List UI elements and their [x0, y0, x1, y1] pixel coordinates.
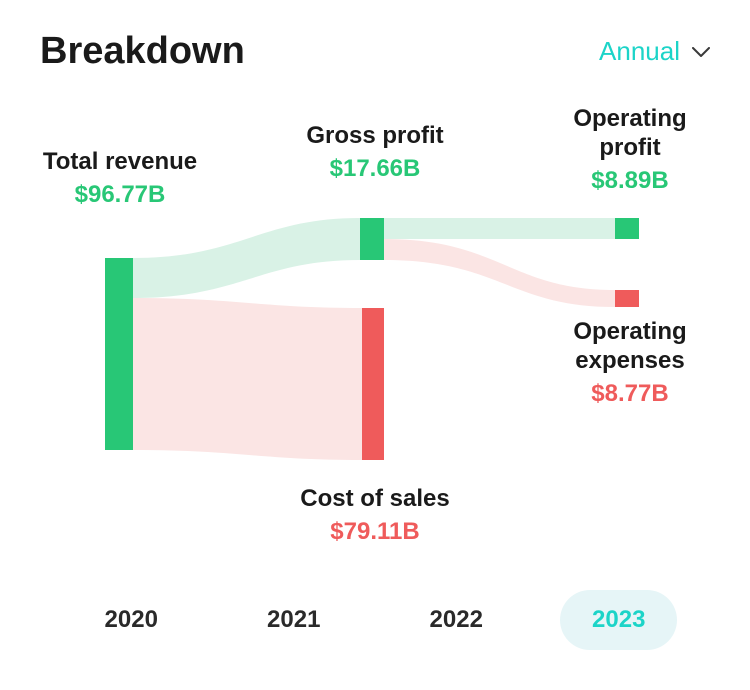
label-title-operating_profit: Operating profit [540, 105, 720, 163]
label-title-gross_profit: Gross profit [285, 122, 465, 151]
node-operating_profit[interactable] [615, 218, 639, 239]
period-selector[interactable]: Annual [599, 36, 710, 67]
year-tab-2[interactable]: 2022 [398, 590, 515, 650]
period-label: Annual [599, 36, 680, 67]
sankey-chart: Total revenue $96.77B Gross profit $17.66B C… [0, 100, 750, 580]
label-title-operating_expenses: Operating expenses [540, 318, 720, 376]
year-tab-3[interactable]: 2023 [560, 590, 677, 650]
label-value-total_revenue: $96.77B [30, 181, 210, 209]
label-value-operating_expenses: $8.77B [540, 380, 720, 408]
node-operating_expenses[interactable] [615, 290, 639, 307]
flow-gross_profit-to-operating_profit [384, 218, 615, 239]
label-total_revenue: Total revenue $96.77B [30, 148, 210, 209]
label-gross_profit: Gross profit $17.66B [285, 122, 465, 183]
label-operating_expenses: Operating expenses $8.77B [540, 318, 720, 408]
flow-total_revenue-to-cost_of_sales [133, 298, 362, 460]
node-cost_of_sales[interactable] [362, 308, 384, 460]
label-cost_of_sales: Cost of sales $79.11B [285, 485, 465, 546]
flow-total_revenue-to-gross_profit [133, 218, 360, 298]
label-value-gross_profit: $17.66B [285, 155, 465, 183]
label-title-total_revenue: Total revenue [30, 148, 210, 177]
page-title: Breakdown [40, 30, 245, 73]
chevron-down-icon [692, 47, 710, 57]
label-operating_profit: Operating profit $8.89B [540, 105, 720, 195]
label-value-cost_of_sales: $79.11B [285, 518, 465, 546]
flow-gross_profit-to-operating_expenses [384, 239, 615, 307]
year-tab-0[interactable]: 2020 [73, 590, 190, 650]
year-tab-1[interactable]: 2021 [235, 590, 352, 650]
node-total_revenue[interactable] [105, 258, 133, 450]
label-title-cost_of_sales: Cost of sales [285, 485, 465, 514]
label-value-operating_profit: $8.89B [540, 167, 720, 195]
node-gross_profit[interactable] [360, 218, 384, 260]
year-tabs: 2020 2021 2022 2023 [0, 590, 750, 650]
